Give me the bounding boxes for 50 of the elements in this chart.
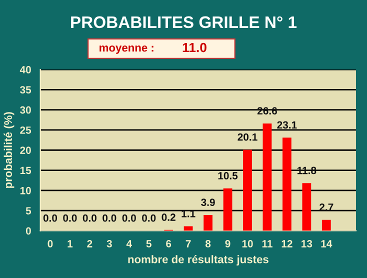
text: 11.0 xyxy=(182,42,206,52)
data-label: 3.9 xyxy=(201,198,215,206)
y-tick-label: 35 xyxy=(20,86,32,94)
x-tick-label: 7 xyxy=(186,240,191,248)
x-tick-label: 4 xyxy=(126,240,132,248)
data-label: 0.2 xyxy=(162,214,176,221)
data-label: 0.0 xyxy=(82,214,96,222)
x-tick-label: 13 xyxy=(302,240,312,248)
y-tick-label: 40 xyxy=(20,66,31,74)
data-label: 0.0 xyxy=(43,214,58,222)
x-tick-label: 12 xyxy=(282,240,292,248)
bar xyxy=(262,124,272,231)
x-axis-title: nombre de résultats justes xyxy=(128,255,268,266)
y-tick-label: 20 xyxy=(20,146,31,154)
x-tick-label: 0 xyxy=(48,240,53,248)
data-label: 23.1 xyxy=(277,121,297,129)
data-label: 0.0 xyxy=(63,214,77,222)
x-tick-label: 10 xyxy=(242,240,253,248)
bar xyxy=(322,220,331,231)
bar xyxy=(302,183,312,231)
y-tick-label: 5 xyxy=(26,207,32,214)
data-label: 20.1 xyxy=(238,133,258,141)
x-tick-label: 6 xyxy=(166,240,172,248)
data-label: 0.0 xyxy=(122,214,136,222)
bar xyxy=(282,138,292,231)
bar xyxy=(243,150,252,231)
x-tick-label: 14 xyxy=(321,240,332,248)
data-label: 2.7 xyxy=(320,203,334,211)
bar xyxy=(184,226,193,231)
x-tick-label: 2 xyxy=(87,240,92,248)
bar xyxy=(223,188,232,231)
x-tick-label: 1 xyxy=(68,240,73,248)
bar xyxy=(204,215,212,231)
data-label: 0.0 xyxy=(102,214,116,222)
x-tick-label: 8 xyxy=(205,240,211,248)
x-tick-label: 9 xyxy=(225,240,230,248)
y-tick-label: 15 xyxy=(20,166,32,174)
data-label: 1.1 xyxy=(182,210,196,218)
y-axis-title: probabilité (%) xyxy=(4,112,14,188)
y-tick-label: 30 xyxy=(20,106,31,114)
x-tick-label: 3 xyxy=(106,240,112,248)
y-tick-label: 10 xyxy=(20,186,31,194)
y-tick-label: 25 xyxy=(20,126,32,134)
text: moyenne : xyxy=(100,46,154,54)
x-tick-label: 5 xyxy=(146,240,152,248)
chart-title: PROBABILITES GRILLE N° 1 xyxy=(71,16,297,28)
x-tick-label: 11 xyxy=(262,240,272,248)
y-tick-label: 0 xyxy=(26,227,31,235)
data-label: 0.0 xyxy=(142,214,156,222)
data-label: 10.5 xyxy=(218,172,238,180)
